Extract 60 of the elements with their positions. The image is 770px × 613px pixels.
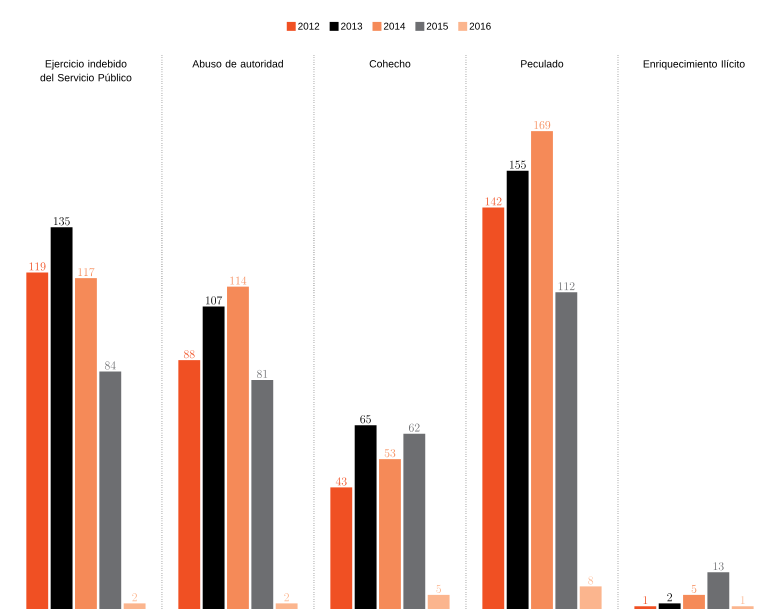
x-tick-label: Ejercicio indebido del Servicio Público <box>40 60 132 82</box>
legend-label: 2016 <box>470 22 491 30</box>
x-tick-label: Enriquecimiento Ilícito <box>644 60 745 70</box>
data-label: 135 <box>54 217 70 226</box>
bar <box>531 130 553 609</box>
bar <box>634 606 656 609</box>
bar <box>428 594 450 609</box>
legend-label: 2014 <box>384 22 406 30</box>
x-tick-label: Peculado <box>521 60 564 68</box>
data-label: 81 <box>256 370 268 378</box>
data-label: 88 <box>184 350 195 358</box>
bar <box>330 487 352 609</box>
bar <box>506 170 529 609</box>
legend-label: 2013 <box>341 22 362 30</box>
bar <box>379 459 401 609</box>
data-label: 1 <box>740 596 745 604</box>
data-label: 117 <box>78 268 94 276</box>
data-label: 112 <box>558 282 574 290</box>
data-label: 5 <box>436 584 441 593</box>
bar <box>732 606 754 609</box>
bar <box>227 286 249 609</box>
bar <box>75 278 97 609</box>
data-label: 2 <box>132 593 137 602</box>
bar <box>658 603 681 609</box>
data-label: 169 <box>534 120 550 130</box>
data-label: 8 <box>588 576 594 584</box>
bar <box>124 603 146 609</box>
bar <box>580 586 602 609</box>
data-label: 107 <box>206 296 222 304</box>
legend-label: 2015 <box>426 22 448 30</box>
bar <box>683 594 705 609</box>
data-label: 5 <box>692 584 696 593</box>
bar <box>26 272 48 609</box>
data-label: 84 <box>104 361 116 370</box>
x-tick-label: Cohecho <box>370 60 410 68</box>
data-label: 65 <box>360 415 371 424</box>
bar <box>482 207 504 609</box>
data-label: 62 <box>408 423 420 432</box>
bar <box>403 434 426 609</box>
data-label: 142 <box>486 197 502 206</box>
data-label: 119 <box>30 262 46 270</box>
legend-label: 2012 <box>298 22 320 30</box>
bar <box>50 227 73 609</box>
data-label: 1 <box>643 596 648 604</box>
data-label: 13 <box>714 562 724 570</box>
bar <box>251 380 274 609</box>
data-label: 43 <box>336 477 347 486</box>
x-tick-label: Abuso de autoridad <box>192 60 283 68</box>
data-label: 114 <box>230 276 246 284</box>
bar <box>202 306 225 609</box>
data-label: 2 <box>284 593 289 602</box>
data-label: 155 <box>510 160 526 169</box>
bar <box>555 292 578 609</box>
bar <box>707 572 730 609</box>
data-label: 53 <box>384 448 396 458</box>
data-label: 2 <box>667 593 672 602</box>
bar <box>276 603 298 609</box>
bar <box>99 371 122 609</box>
bar <box>178 360 200 609</box>
bar <box>354 425 377 609</box>
